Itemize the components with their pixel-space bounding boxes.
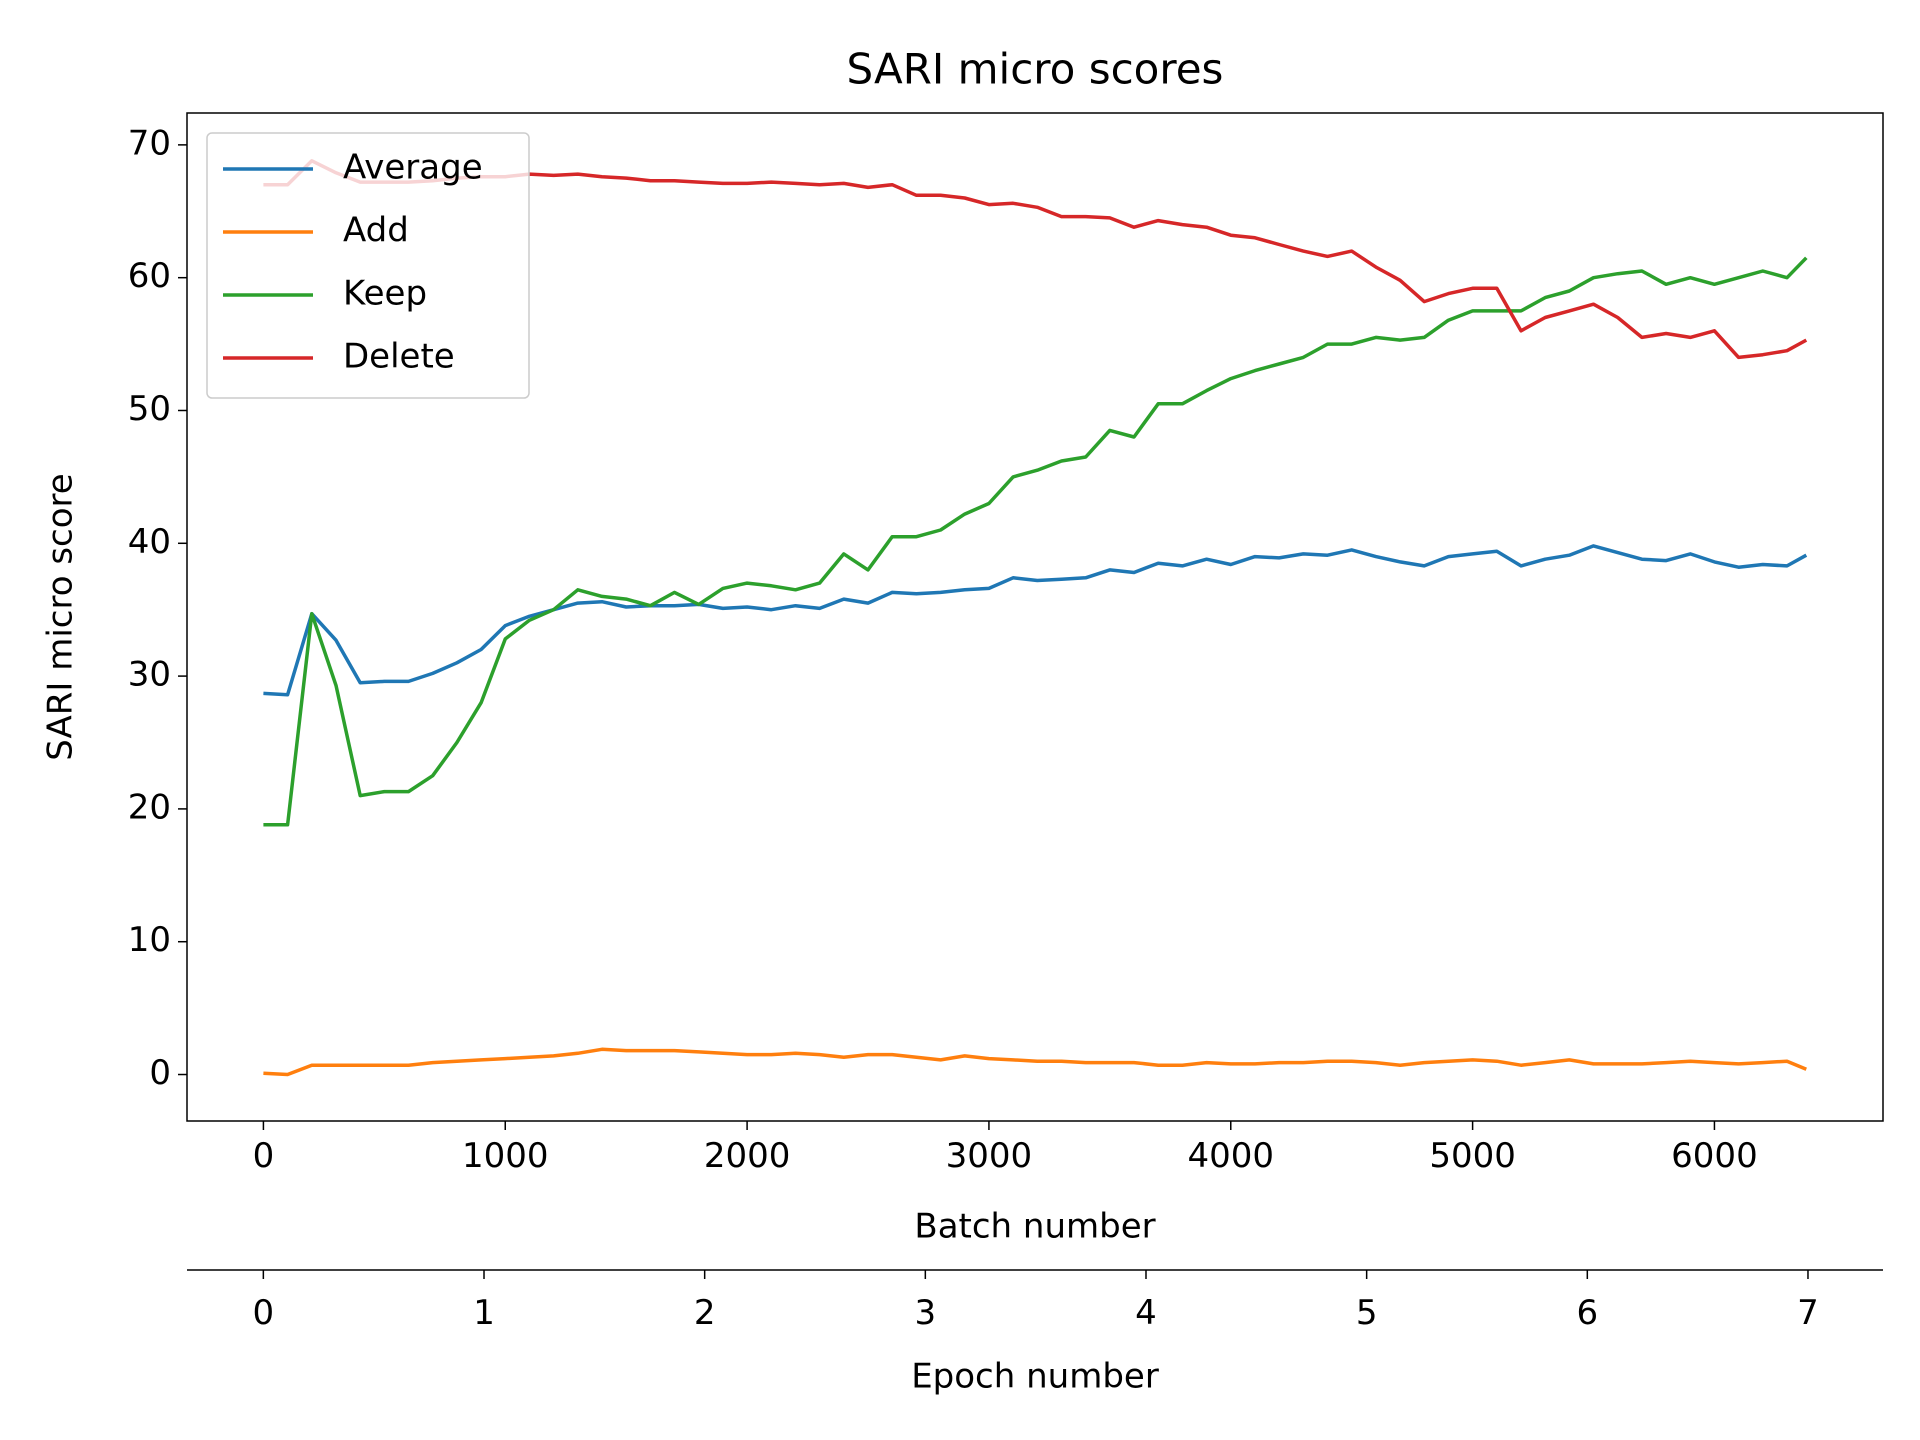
x2-axis-label: Epoch number	[911, 1357, 1159, 1397]
x2-tick-label: 3	[915, 1293, 937, 1333]
series-line	[263, 1047, 1807, 1077]
x2-tick-label: 0	[253, 1293, 275, 1333]
x2-tick-label: 1	[473, 1293, 495, 1333]
x2-tick-label: 6	[1576, 1293, 1598, 1333]
y-tick-label: 0	[149, 1053, 171, 1093]
y-tick-label: 20	[128, 787, 171, 827]
x-tick-label: 6000	[1671, 1136, 1758, 1176]
y-tick-label: 40	[128, 522, 171, 562]
chart-title: SARI micro scores	[847, 45, 1224, 94]
x2-tick-label: 2	[694, 1293, 716, 1333]
legend-box	[206, 132, 530, 399]
x-tick-label: 0	[253, 1136, 275, 1176]
x2-tick-label: 4	[1135, 1293, 1157, 1333]
plot-frame	[186, 112, 1884, 1122]
x-tick-label: 5000	[1429, 1136, 1516, 1176]
y-tick-label: 10	[128, 920, 171, 960]
legend-label: Average	[343, 148, 483, 188]
y-tick-label: 70	[128, 123, 171, 163]
y-tick-label: 50	[128, 389, 171, 429]
legend-label: Add	[343, 211, 409, 251]
y-tick-label: 60	[128, 256, 171, 296]
y-axis-label: SARI micro score	[41, 473, 81, 760]
x-tick-label: 1000	[462, 1136, 549, 1176]
x2-tick-label: 7	[1797, 1293, 1819, 1333]
x-tick-label: 2000	[704, 1136, 791, 1176]
legend-label: Keep	[343, 274, 427, 314]
series-line	[263, 256, 1808, 827]
x-tick-label: 3000	[946, 1136, 1033, 1176]
x2-tick-label: 5	[1356, 1293, 1378, 1333]
x-tick-label: 4000	[1188, 1136, 1275, 1176]
y-tick-label: 30	[128, 655, 171, 695]
series-line	[263, 544, 1808, 697]
legend-label: Delete	[343, 337, 455, 377]
x-axis-label: Batch number	[914, 1207, 1155, 1247]
